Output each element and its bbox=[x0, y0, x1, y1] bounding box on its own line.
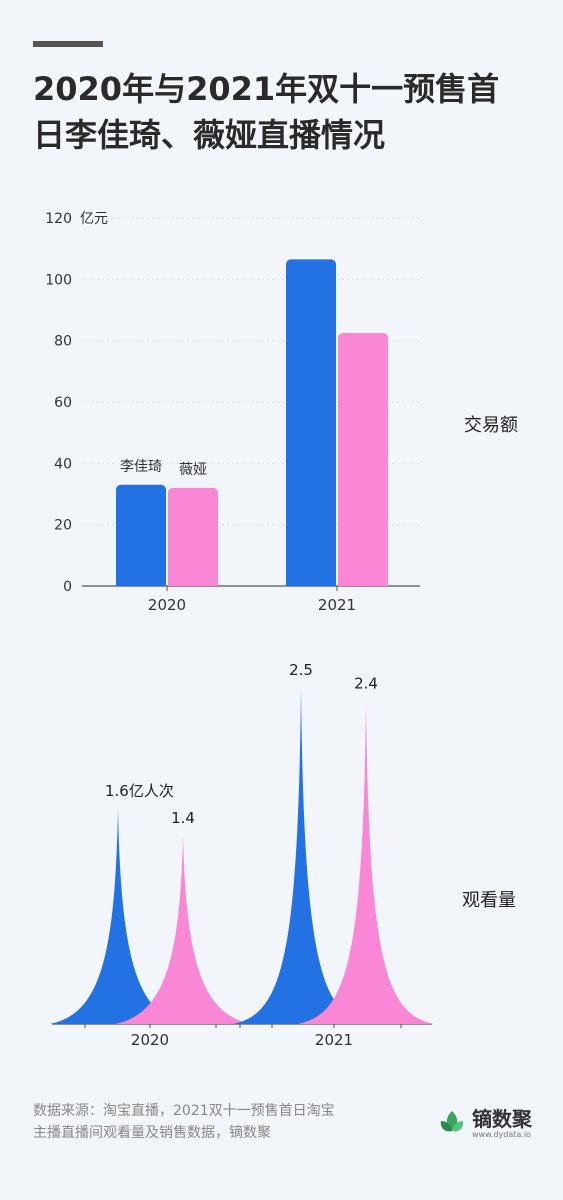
side-label-turnover: 交易额 bbox=[464, 415, 518, 436]
data-label: 2.5 bbox=[289, 661, 313, 679]
charts-canvas: 0 20 40 60 80 100 120 亿元 2020 李佳琦 薇娅 2021 交易额 1.6亿人次 1… bbox=[45, 211, 518, 1049]
chart-title-line-1: 2020年与2021年双十一预售首 bbox=[33, 70, 500, 108]
source-note-line-2: 主播直播间观看量及销售数据，镝数聚 bbox=[33, 1125, 271, 1141]
bar-fill bbox=[338, 339, 388, 586]
side-label-views: 观看量 bbox=[462, 890, 516, 911]
legend-label-薇娅: 薇娅 bbox=[179, 462, 207, 478]
bar-fill bbox=[286, 265, 336, 586]
x-tick-label-views: 2021 bbox=[315, 1031, 353, 1049]
y-tick-label: 120 bbox=[45, 211, 72, 227]
y-tick-label: 100 bbox=[45, 272, 72, 288]
leaf-logo-icon bbox=[440, 1111, 464, 1132]
bar-fill bbox=[168, 493, 218, 586]
y-axis-unit: 亿元 bbox=[80, 211, 108, 227]
data-label: 2.4 bbox=[354, 674, 378, 692]
spike-李佳琦-2020 bbox=[50, 808, 186, 1024]
spike-李佳琦-2021 bbox=[233, 688, 369, 1024]
source-note: 数据来源：淘宝直播，2021双十一预售首日淘宝 主播直播间观看量及销售数据，镝数… bbox=[33, 1100, 413, 1144]
source-note-line-1: 数据来源：淘宝直播，2021双十一预售首日淘宝 bbox=[33, 1103, 335, 1119]
x-tick-label: 2020 bbox=[148, 596, 186, 614]
y-tick-label: 0 bbox=[63, 579, 72, 595]
y-tick-label: 80 bbox=[54, 334, 72, 350]
chart-title: 2020年与2021年双十一预售首 日李佳琦、薇娅直播情况 bbox=[33, 66, 533, 158]
x-tick-label: 2021 bbox=[318, 596, 356, 614]
data-label: 1.4 bbox=[171, 809, 195, 827]
data-label: 1.6亿人次 bbox=[105, 782, 174, 800]
y-tick-label: 60 bbox=[54, 395, 72, 411]
title-accent-bar bbox=[33, 41, 103, 47]
legend-label-李佳琦: 李佳琦 bbox=[120, 459, 162, 475]
brand-logo: 镝数聚 www.dydata.io bbox=[438, 1108, 532, 1140]
brand-name: 镝数聚 bbox=[472, 1107, 532, 1131]
spike-薇娅-2021 bbox=[298, 701, 434, 1024]
x-tick-label-views: 2020 bbox=[131, 1031, 169, 1049]
brand-url: www.dydata.io bbox=[472, 1130, 531, 1139]
y-tick-label: 40 bbox=[54, 456, 72, 472]
y-tick-label: 20 bbox=[54, 518, 72, 534]
spike-薇娅-2020 bbox=[115, 835, 251, 1024]
bar-fill bbox=[116, 490, 166, 586]
chart-title-line-2: 日李佳琦、薇娅直播情况 bbox=[33, 116, 386, 154]
